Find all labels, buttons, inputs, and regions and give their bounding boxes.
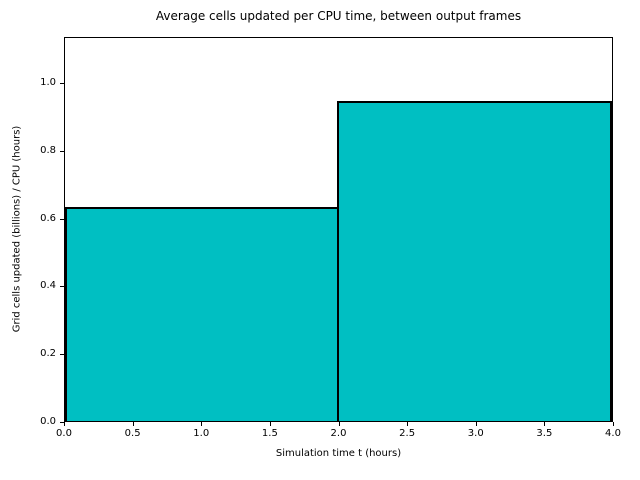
histogram-bar xyxy=(336,100,612,421)
y-tick-mark xyxy=(60,83,64,85)
x-tick-mark xyxy=(269,422,271,426)
x-tick-mark xyxy=(613,422,614,426)
y-tick-label: 0.6 xyxy=(40,212,56,224)
y-tick-mark xyxy=(60,422,64,423)
x-tick-label: 0.5 xyxy=(124,428,141,439)
chart-title: Average cells updated per CPU time, betw… xyxy=(155,9,522,23)
x-tick-mark xyxy=(544,422,546,426)
x-tick-label: 3.0 xyxy=(467,428,484,439)
histogram-bar xyxy=(65,206,339,421)
x-tick-label: 2.0 xyxy=(330,428,347,439)
x-axis-label: Simulation time t (hours) xyxy=(275,448,402,459)
x-tick-label: 1.0 xyxy=(193,428,210,439)
y-tick-label: 0.8 xyxy=(40,144,56,156)
y-tick-label: 0.0 xyxy=(40,416,56,427)
x-tick-mark xyxy=(407,422,409,426)
x-tick-label: 1.5 xyxy=(261,428,278,439)
x-tick-mark xyxy=(132,422,134,426)
y-tick-mark xyxy=(60,354,64,356)
plot-area xyxy=(64,37,613,422)
x-tick-mark xyxy=(338,422,340,426)
y-tick-label: 0.4 xyxy=(40,280,56,292)
y-tick-mark xyxy=(60,218,64,220)
x-tick-label: 0.0 xyxy=(56,428,72,439)
x-tick-mark xyxy=(64,422,65,426)
y-tick-mark xyxy=(60,150,64,152)
x-tick-label: 3.5 xyxy=(536,428,553,439)
y-tick-label: 1.0 xyxy=(40,77,56,89)
x-tick-label: 4.0 xyxy=(605,428,621,439)
x-tick-mark xyxy=(475,422,477,426)
y-tick-label: 0.2 xyxy=(40,348,56,360)
x-tick-mark xyxy=(201,422,203,426)
x-tick-label: 2.5 xyxy=(399,428,416,439)
y-tick-mark xyxy=(60,286,64,288)
